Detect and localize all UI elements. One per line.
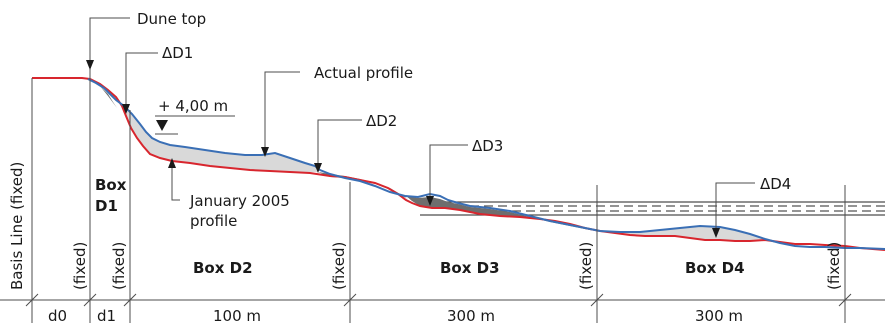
- dimension-line: [0, 293, 885, 307]
- dimension-box-d3: 300 m: [447, 307, 495, 325]
- box-d1-label-line1: Box: [95, 176, 127, 194]
- box-d3-label: Box D3: [440, 259, 500, 277]
- fixed-label-3: (fixed): [330, 242, 348, 290]
- dimension-box-d4: 300 m: [695, 307, 743, 325]
- delta-d1-area: [92, 80, 318, 172]
- box-d2-label: Box D2: [193, 259, 253, 277]
- leader-arrowheads: [86, 60, 720, 238]
- actual-profile-label: Actual profile: [314, 64, 413, 82]
- delta-d4-label: ΔD4: [760, 175, 791, 193]
- fixed-label-5: (fixed): [825, 242, 843, 290]
- boundary-lines: [31, 60, 846, 323]
- water-level-label: + 4,00 m: [158, 97, 228, 115]
- delta-d1-label: ΔD1: [162, 44, 193, 62]
- january-profile-label-line2: profile: [190, 212, 237, 230]
- fixed-label-1: (fixed): [71, 242, 89, 290]
- box-d1-label-line2: D1: [95, 197, 118, 215]
- january-profile-label-line1: January 2005: [189, 192, 290, 210]
- january-2005-profile-line: [32, 77, 885, 251]
- leader-lines: [89, 17, 755, 232]
- dimension-d0: d0: [48, 307, 67, 325]
- delta-d2-label: ΔD2: [366, 112, 397, 130]
- dune-top-label: Dune top: [137, 10, 206, 28]
- dimension-d1: d1: [97, 307, 116, 325]
- actual-profile-line: [87, 78, 885, 250]
- delta-d3-label: ΔD3: [472, 137, 503, 155]
- fixed-label-2: (fixed): [110, 242, 128, 290]
- box-d4-label: Box D4: [685, 259, 745, 277]
- dimension-box-d2: 100 m: [213, 307, 261, 325]
- fixed-label-4: (fixed): [577, 242, 595, 290]
- water-level-marker: [156, 120, 168, 131]
- basis-line-label: Basis Line (fixed): [8, 162, 26, 290]
